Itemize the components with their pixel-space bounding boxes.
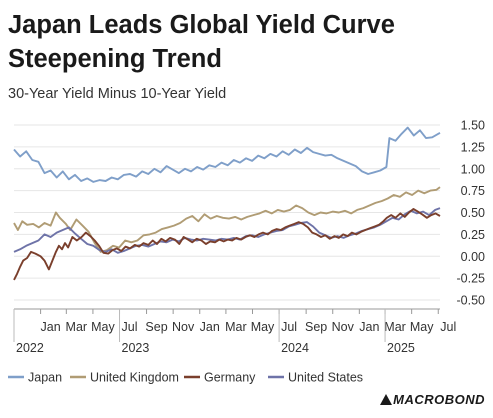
y-tick-label: 1.25 <box>461 140 485 154</box>
legend-label-germany: Germany <box>204 371 256 385</box>
x-tick-label: Sep <box>305 320 327 334</box>
legend-label-united-kingdom: United Kingdom <box>90 371 179 385</box>
series-lines <box>13 126 441 281</box>
legend: Japan United Kingdom Germany United States <box>8 371 363 385</box>
x-tick-label: Nov <box>172 320 195 334</box>
x-axis-ticks: Jan Mar May Jul Sep Nov Jan Mar May Jul Sep Nov Jan M… <box>13 308 456 355</box>
x-tick-label: Nov <box>332 320 355 334</box>
series-line-japan <box>13 126 441 183</box>
x-tick-label: Jan <box>200 320 220 334</box>
y-tick-label: -0.50 <box>457 294 486 308</box>
x-tick-label: Jul <box>440 320 456 334</box>
y-tick-label: -0.25 <box>457 272 486 286</box>
y-axis-ticks: -0.50 -0.25 0.00 0.25 0.50 0.75 1.00 1.25 1.50 <box>457 119 486 308</box>
x-tick-label: May <box>91 320 115 334</box>
x-tick-label: Sep <box>145 320 167 334</box>
brand-mark-icon <box>380 394 393 405</box>
chart-title: Japan Leads Global Yield Curve Steepenin… <box>8 11 395 73</box>
gridlines <box>14 124 440 301</box>
legend-label-united-states: United States <box>288 371 363 385</box>
year-label: 2023 <box>122 341 150 355</box>
series-line-united-kingdom <box>13 186 441 253</box>
series-line-united-states <box>13 207 441 254</box>
series-line-germany <box>13 208 441 281</box>
legend-label-japan: Japan <box>28 371 62 385</box>
x-tick-label: Jan <box>359 320 379 334</box>
brand-name: MACROBOND <box>393 392 485 407</box>
y-tick-label: 0.00 <box>461 250 485 264</box>
x-tick-label: Jul <box>281 320 297 334</box>
y-tick-label: 0.75 <box>461 184 485 198</box>
y-tick-label: 0.50 <box>461 206 485 220</box>
year-label: 2022 <box>16 341 44 355</box>
x-tick-label: Jan <box>41 320 61 334</box>
y-tick-label: 0.25 <box>461 228 485 242</box>
macrobond-logo: MACROBOND <box>380 392 485 407</box>
x-tick-label: Mar <box>384 320 406 334</box>
year-label: 2024 <box>281 341 309 355</box>
year-label: 2025 <box>387 341 415 355</box>
y-tick-label: 1.00 <box>461 162 485 176</box>
y-tick-label: 1.50 <box>461 119 485 133</box>
x-tick-label: May <box>251 320 275 334</box>
x-tick-label: Mar <box>66 320 88 334</box>
chart-subtitle: 30-Year Yield Minus 10-Year Yield <box>8 86 227 102</box>
x-tick-label: Mar <box>225 320 247 334</box>
x-tick-label: May <box>410 320 434 334</box>
x-tick-label: Jul <box>122 320 138 334</box>
